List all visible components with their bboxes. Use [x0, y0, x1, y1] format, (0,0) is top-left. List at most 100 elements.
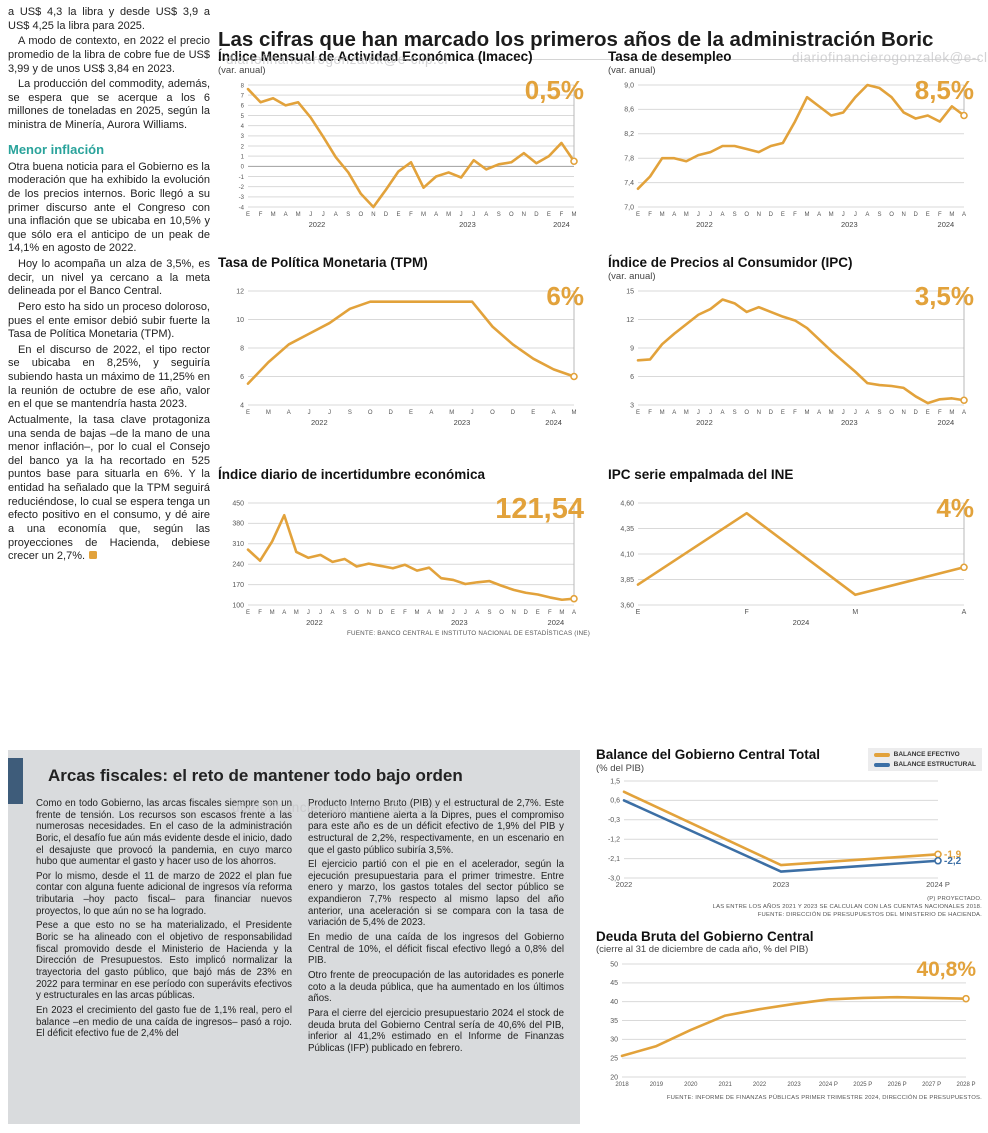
- svg-text:S: S: [343, 610, 347, 616]
- svg-text:D: D: [769, 212, 774, 218]
- svg-text:A: A: [721, 410, 725, 416]
- article-paragraph: En el discurso de 2022, el tipo rector s…: [8, 343, 210, 411]
- svg-text:2019: 2019: [650, 1082, 664, 1088]
- chart-big-value: 3,5%: [914, 280, 974, 311]
- svg-text:50: 50: [610, 962, 618, 969]
- svg-text:100: 100: [232, 602, 244, 609]
- chart-title: Tasa de Política Monetaria (TPM): [218, 255, 428, 270]
- svg-text:A: A: [334, 212, 338, 218]
- svg-text:F: F: [648, 212, 652, 218]
- svg-text:2022: 2022: [309, 220, 326, 229]
- footnote: FUENTE: DIRECCIÓN DE PRESUPUESTOS DEL MI…: [757, 912, 982, 919]
- svg-text:E: E: [246, 212, 250, 218]
- fiscal-header: Arcas fiscales: el reto de mantener todo…: [8, 750, 580, 804]
- svg-text:3,60: 3,60: [620, 602, 634, 609]
- footnote: LAS ENTRE LOS AÑOS 2021 Y 2023 SE CALCUL…: [712, 904, 982, 911]
- svg-text:M: M: [572, 212, 577, 218]
- svg-text:8: 8: [240, 345, 244, 352]
- footnote: (P) PROYECTADO.: [927, 895, 982, 902]
- svg-text:N: N: [511, 610, 515, 616]
- svg-text:2023: 2023: [841, 220, 858, 229]
- chart-title: Índice diario de incertidumbre económica: [218, 467, 486, 482]
- svg-text:2023: 2023: [841, 418, 858, 427]
- svg-text:O: O: [368, 410, 373, 416]
- fiscal-accent-bar: [8, 758, 23, 804]
- chart-subtitle: (var. anual): [608, 64, 656, 76]
- chart-subtitle: (var. anual): [218, 64, 266, 76]
- bottom-right-charts: Balance del Gobierno Central Total (% de…: [596, 747, 982, 1103]
- svg-text:A: A: [817, 212, 821, 218]
- svg-text:4: 4: [241, 124, 245, 130]
- svg-text:F: F: [259, 212, 263, 218]
- svg-text:A: A: [962, 212, 966, 218]
- svg-text:E: E: [636, 410, 640, 416]
- svg-text:2024: 2024: [553, 220, 570, 229]
- svg-text:A: A: [865, 212, 869, 218]
- svg-text:2024: 2024: [545, 418, 562, 427]
- svg-text:J: J: [842, 212, 845, 218]
- svg-text:2024 P: 2024 P: [926, 880, 950, 889]
- svg-text:A: A: [434, 212, 438, 218]
- svg-text:2020: 2020: [684, 1082, 698, 1088]
- svg-text:S: S: [346, 212, 350, 218]
- chart-plot-tpm: 12 10 8 6 4 E M A J J S O D E A M J O D E A M 2022 2023 2024: [218, 285, 590, 429]
- svg-text:A: A: [962, 609, 967, 616]
- chart-plot-balance: 1,5 0,6 -0,3 -1,2 -2,1 -3,0 2022 2023 2024 P -1,9…: [596, 775, 982, 893]
- svg-text:M: M: [439, 610, 444, 616]
- svg-text:A: A: [672, 212, 676, 218]
- svg-text:15: 15: [626, 288, 634, 295]
- svg-text:25: 25: [610, 1056, 618, 1063]
- svg-text:N: N: [367, 610, 371, 616]
- svg-text:E: E: [396, 212, 400, 218]
- svg-text:-3,0: -3,0: [608, 875, 620, 882]
- svg-text:J: J: [472, 212, 475, 218]
- svg-text:2027 P: 2027 P: [922, 1082, 941, 1088]
- svg-text:D: D: [524, 610, 529, 616]
- svg-text:8,2: 8,2: [624, 131, 634, 138]
- svg-text:30: 30: [610, 1037, 618, 1044]
- svg-text:E: E: [531, 410, 535, 416]
- svg-text:M: M: [805, 410, 810, 416]
- svg-text:4,35: 4,35: [620, 526, 634, 533]
- svg-text:M: M: [829, 410, 834, 416]
- svg-text:F: F: [409, 212, 413, 218]
- svg-text:F: F: [548, 610, 552, 616]
- svg-text:D: D: [379, 610, 384, 616]
- chart-big-value: 0,5%: [524, 74, 584, 105]
- chart-ipc: Índice de Precios al Consumidor (IPC) (v…: [608, 255, 980, 468]
- chart-source: FUENTE: INFORME DE FINANZAS PÚBLICAS PRI…: [596, 1094, 982, 1102]
- svg-text:170: 170: [232, 582, 244, 589]
- svg-text:D: D: [388, 410, 393, 416]
- chart-subtitle: (cierre al 31 de diciembre de cada año, …: [596, 944, 809, 956]
- legend-label: BALANCE ESTRUCTURAL: [893, 761, 976, 768]
- svg-text:J: J: [697, 410, 700, 416]
- svg-text:2022: 2022: [696, 220, 713, 229]
- svg-text:4,10: 4,10: [620, 551, 634, 558]
- article-paragraph: a US$ 4,3 la libra y desde US$ 3,9 a US$…: [8, 6, 210, 32]
- svg-text:E: E: [391, 610, 395, 616]
- svg-text:-1: -1: [239, 175, 245, 181]
- svg-text:35: 35: [610, 1018, 618, 1025]
- svg-text:O: O: [744, 212, 749, 218]
- svg-text:D: D: [384, 212, 389, 218]
- svg-text:N: N: [757, 410, 761, 416]
- svg-text:2: 2: [241, 144, 245, 150]
- fiscal-paragraph: Por lo mismo, desde el 11 de marzo de 20…: [36, 870, 292, 917]
- svg-text:S: S: [733, 212, 737, 218]
- chart-plot-deuda: 50 45 40 35 30 25 20 2018 2019 2020 2021 2022 2023 20…: [596, 958, 982, 1092]
- svg-text:4: 4: [240, 402, 244, 409]
- chart-subtitle: [218, 272, 590, 283]
- svg-text:J: J: [464, 610, 467, 616]
- legend-item-balance-efectivo: BALANCE EFECTIVO: [873, 751, 976, 758]
- svg-text:D: D: [914, 212, 919, 218]
- chart-title: Deuda Bruta del Gobierno Central: [596, 928, 814, 944]
- svg-text:12: 12: [236, 288, 244, 295]
- svg-text:2022: 2022: [696, 418, 713, 427]
- article-paragraph: La producción del commodity, además, se …: [8, 78, 210, 131]
- svg-text:0,6: 0,6: [610, 798, 620, 805]
- fiscal-paragraph: Pese a que esto no se ha materializado, …: [36, 920, 292, 1002]
- chart-big-value: 121,54: [495, 492, 584, 525]
- svg-text:-1,9: -1,9: [944, 849, 962, 860]
- svg-text:M: M: [415, 610, 420, 616]
- svg-text:M: M: [805, 212, 810, 218]
